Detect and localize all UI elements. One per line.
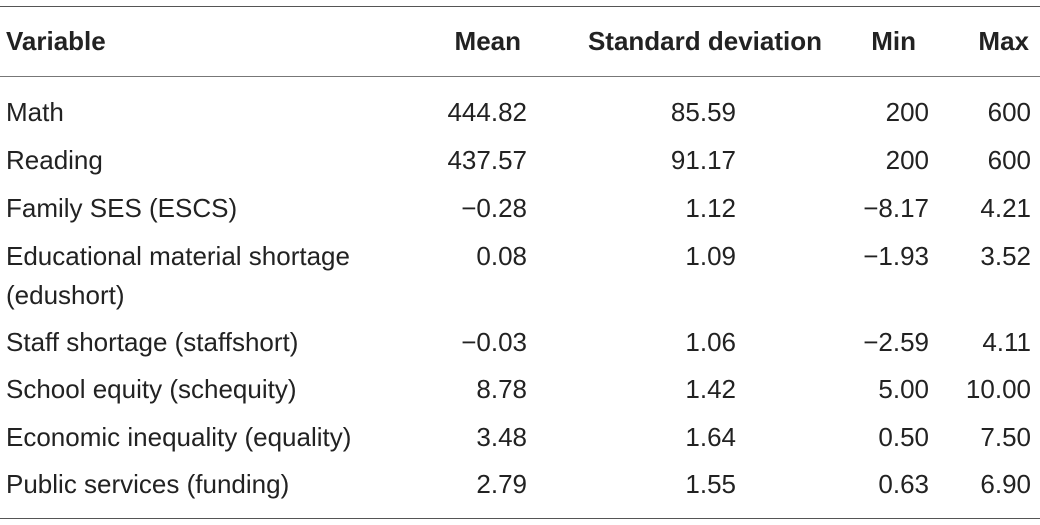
cell-min: 200	[885, 145, 929, 175]
cell-max: 10.00	[965, 374, 1031, 404]
header-mean: Mean	[454, 26, 521, 56]
cell-mean: 444.82	[447, 97, 527, 127]
cell-variable: Math	[6, 97, 64, 127]
cell-mean: −0.28	[461, 193, 527, 223]
cell-mean: 3.48	[476, 422, 527, 452]
cell-sd: 1.42	[685, 374, 736, 404]
cell-max: 4.11	[982, 327, 1031, 357]
cell-sd: 85.59	[670, 97, 736, 127]
cell-min: 200	[885, 97, 929, 127]
cell-max: 6.90	[980, 469, 1031, 499]
cell-max: 3.52	[980, 241, 1031, 271]
cell-mean: −0.03	[461, 327, 527, 357]
cell-sd: 1.55	[685, 469, 736, 499]
cell-mean: 8.78	[476, 374, 527, 404]
cell-variable: Economic inequality (equality)	[6, 422, 352, 452]
cell-sd: 1.64	[685, 422, 736, 452]
cell-max: 7.50	[980, 422, 1031, 452]
cell-min: −1.93	[863, 241, 929, 271]
cell-max: 600	[987, 145, 1031, 175]
cell-variable: Public services (funding)	[6, 469, 290, 499]
cell-max: 600	[987, 97, 1031, 127]
cell-min: 0.63	[878, 469, 929, 499]
cell-sd: 1.12	[685, 193, 736, 223]
cell-variable: Family SES (ESCS)	[6, 193, 238, 223]
table-header-rule	[0, 76, 1040, 77]
cell-max: 4.21	[980, 193, 1031, 223]
header-variable: Variable	[6, 26, 106, 56]
table-bottom-rule	[0, 518, 1040, 519]
header-max: Max	[978, 26, 1029, 56]
cell-min: 5.00	[878, 374, 929, 404]
header-min: Min	[871, 26, 916, 56]
cell-min: −8.17	[863, 193, 929, 223]
cell-sd: 1.06	[685, 327, 736, 357]
cell-variable-line2: (edushort)	[6, 280, 125, 310]
cell-mean: 437.57	[447, 145, 527, 175]
header-standard-deviation: Standard deviation	[587, 26, 822, 56]
cell-sd: 91.17	[670, 145, 736, 175]
cell-variable: Staff shortage (staffshort)	[6, 327, 299, 357]
cell-sd: 1.09	[685, 241, 736, 271]
cell-min: 0.50	[878, 422, 929, 452]
cell-variable: Reading	[6, 145, 103, 175]
cell-mean: 2.79	[476, 469, 527, 499]
table-top-rule	[0, 6, 1040, 7]
cell-variable: School equity (schequity)	[6, 374, 297, 404]
cell-min: −2.59	[863, 327, 929, 357]
cell-variable: Educational material shortage	[6, 241, 350, 271]
cell-mean: 0.08	[476, 241, 527, 271]
